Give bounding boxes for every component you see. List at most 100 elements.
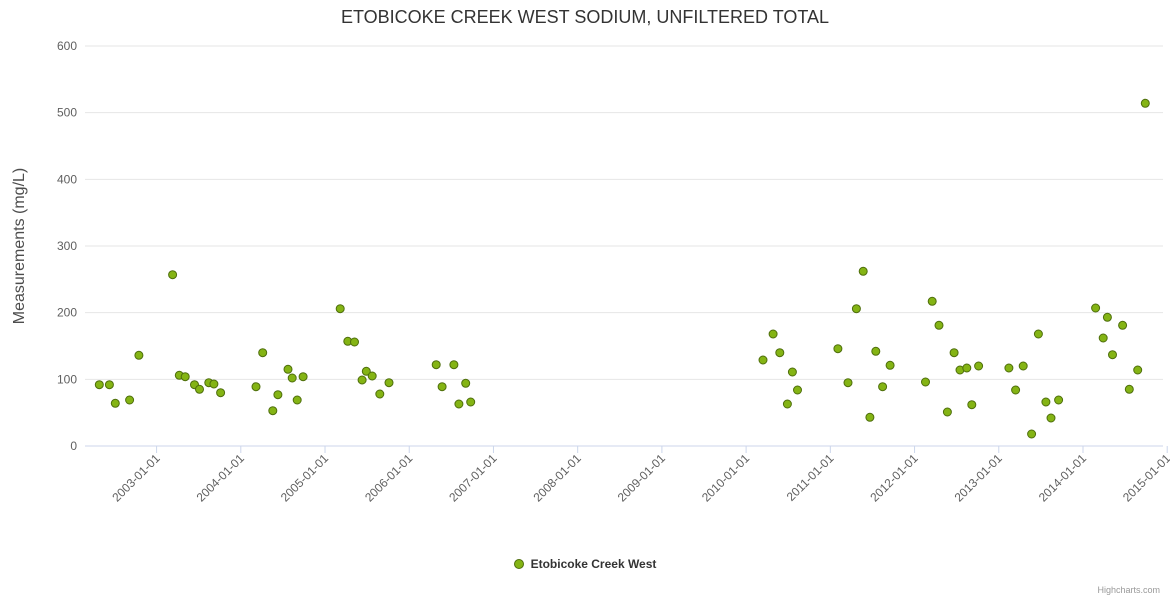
data-point[interactable]	[384, 378, 394, 388]
data-point[interactable]	[268, 406, 278, 416]
y-axis-title: Measurements (mg/L)	[11, 168, 28, 325]
data-point[interactable]	[768, 329, 778, 339]
x-tick-label: 2011-01-01	[784, 451, 837, 504]
x-tick-label: 2009-01-01	[615, 451, 669, 505]
y-tick-label: 300	[57, 239, 77, 253]
data-point[interactable]	[273, 390, 283, 400]
data-point[interactable]	[967, 400, 977, 410]
data-point[interactable]	[180, 372, 190, 382]
y-tick-label: 500	[57, 106, 77, 120]
data-point[interactable]	[927, 296, 937, 306]
data-point[interactable]	[787, 367, 797, 377]
data-point[interactable]	[298, 372, 308, 382]
x-tick-label: 2005-01-01	[278, 451, 332, 505]
x-tick-label: 2006-01-01	[362, 451, 416, 505]
data-point[interactable]	[357, 375, 367, 385]
y-tick-label: 200	[57, 306, 77, 320]
data-point[interactable]	[1108, 350, 1117, 360]
data-point[interactable]	[1011, 385, 1021, 395]
data-point[interactable]	[449, 360, 459, 370]
data-point[interactable]	[292, 395, 302, 405]
data-point[interactable]	[1004, 363, 1014, 373]
data-point[interactable]	[858, 266, 868, 276]
data-point[interactable]	[168, 270, 178, 280]
y-tick-label: 400	[57, 172, 77, 186]
axes: 0 100 200 300 400 500 600 2003-01-01 2004-01-01 2…	[57, 39, 1170, 505]
data-point[interactable]	[431, 360, 441, 370]
data-point[interactable]	[758, 355, 768, 365]
data-point[interactable]	[216, 388, 226, 398]
data-point[interactable]	[125, 395, 135, 405]
highcharts-credit[interactable]: Highcharts.com	[1097, 585, 1160, 595]
y-tick-label: 100	[57, 372, 77, 386]
data-point[interactable]	[949, 348, 959, 358]
data-point[interactable]	[335, 304, 345, 314]
data-point[interactable]	[110, 398, 120, 408]
data-point[interactable]	[1027, 429, 1037, 439]
data-point[interactable]	[258, 348, 268, 358]
gridlines	[85, 45, 1163, 447]
x-tick-label: 2013-01-01	[952, 451, 1006, 505]
data-point[interactable]	[367, 371, 377, 381]
data-point[interactable]	[454, 399, 464, 409]
data-point[interactable]	[878, 382, 888, 392]
data-point[interactable]	[1102, 312, 1112, 322]
x-tick-label: 2003-01-01	[109, 451, 163, 505]
data-point[interactable]	[921, 377, 930, 387]
data-point[interactable]	[833, 344, 843, 354]
data-point[interactable]	[1033, 329, 1043, 339]
data-point[interactable]	[209, 379, 219, 389]
data-point[interactable]	[942, 407, 952, 417]
data-point[interactable]	[793, 385, 802, 395]
data-point[interactable]	[851, 304, 861, 314]
data-point[interactable]	[1018, 361, 1028, 371]
data-point[interactable]	[865, 412, 875, 422]
x-tick-label: 2014-01-01	[1036, 451, 1090, 505]
data-point[interactable]	[1124, 384, 1134, 394]
data-point[interactable]	[104, 380, 114, 390]
data-point[interactable]	[1041, 397, 1051, 407]
legend-marker-icon	[513, 559, 524, 569]
data-point[interactable]	[1118, 320, 1128, 330]
data-point[interactable]	[843, 378, 853, 388]
data-point[interactable]	[287, 373, 297, 383]
data-point[interactable]	[1091, 303, 1101, 313]
data-point[interactable]	[1046, 413, 1056, 423]
x-tick-label: 2010-01-01	[699, 451, 753, 505]
data-point[interactable]	[437, 382, 447, 392]
data-point[interactable]	[195, 384, 204, 394]
data-point[interactable]	[885, 360, 895, 370]
x-tick-label: 2015-01-01	[1120, 451, 1170, 505]
data-points	[94, 98, 1150, 439]
data-point[interactable]	[466, 397, 476, 407]
data-point[interactable]	[1140, 98, 1150, 108]
data-point[interactable]	[361, 366, 371, 376]
data-point[interactable]	[375, 389, 385, 399]
x-tick-label: 2008-01-01	[530, 451, 584, 505]
data-point[interactable]	[251, 382, 261, 392]
data-point[interactable]	[782, 399, 792, 409]
data-point[interactable]	[461, 378, 471, 388]
chart-title: ETOBICOKE CREEK WEST SODIUM, UNFILTERED …	[340, 7, 830, 27]
x-tick-label: 2012-01-01	[867, 451, 921, 505]
y-tick-label: 600	[57, 39, 77, 53]
legend[interactable]: Etobicoke Creek West	[0, 557, 1170, 571]
data-point[interactable]	[134, 350, 144, 360]
data-point[interactable]	[350, 337, 359, 347]
data-point[interactable]	[934, 320, 944, 330]
x-tick-label: 2007-01-01	[446, 451, 500, 505]
data-point[interactable]	[962, 363, 972, 373]
data-point[interactable]	[871, 346, 881, 356]
legend-label: Etobicoke Creek West	[530, 557, 657, 571]
y-tick-label: 0	[70, 439, 77, 453]
data-point[interactable]	[94, 380, 104, 390]
data-point[interactable]	[974, 361, 984, 371]
data-point[interactable]	[1098, 333, 1108, 343]
data-point[interactable]	[775, 348, 785, 358]
data-point[interactable]	[283, 364, 293, 374]
data-point[interactable]	[1054, 395, 1064, 405]
data-point[interactable]	[1133, 365, 1143, 375]
x-tick-label: 2004-01-01	[194, 451, 248, 505]
